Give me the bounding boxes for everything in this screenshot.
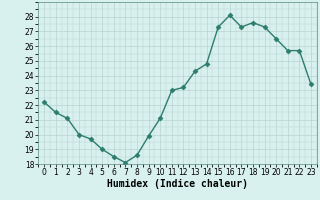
- X-axis label: Humidex (Indice chaleur): Humidex (Indice chaleur): [107, 179, 248, 189]
